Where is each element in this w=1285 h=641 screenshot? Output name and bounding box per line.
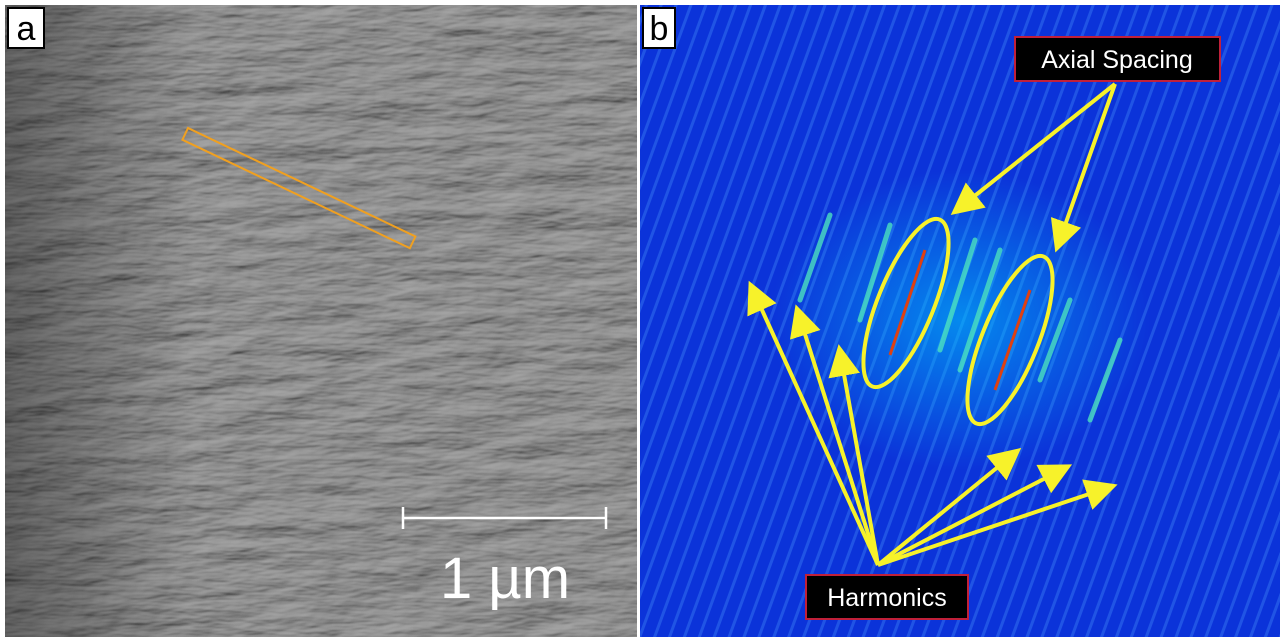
panel-label: b (650, 10, 669, 48)
figure: 1 µm a Axial Spacin (0, 0, 1285, 641)
annotation: Harmonics (827, 584, 946, 612)
panel-b: Axial Spacing Harmonics b (640, 5, 1280, 637)
afm-shade (5, 5, 637, 637)
panel-label: a (17, 10, 36, 48)
scale-label: 1 µm (440, 546, 570, 611)
fft-glow (770, 170, 1150, 470)
panel-a: 1 µm a (5, 5, 637, 637)
page: 1 µm a Axial Spacin (0, 0, 1285, 641)
annotation: Axial Spacing (1041, 46, 1192, 74)
